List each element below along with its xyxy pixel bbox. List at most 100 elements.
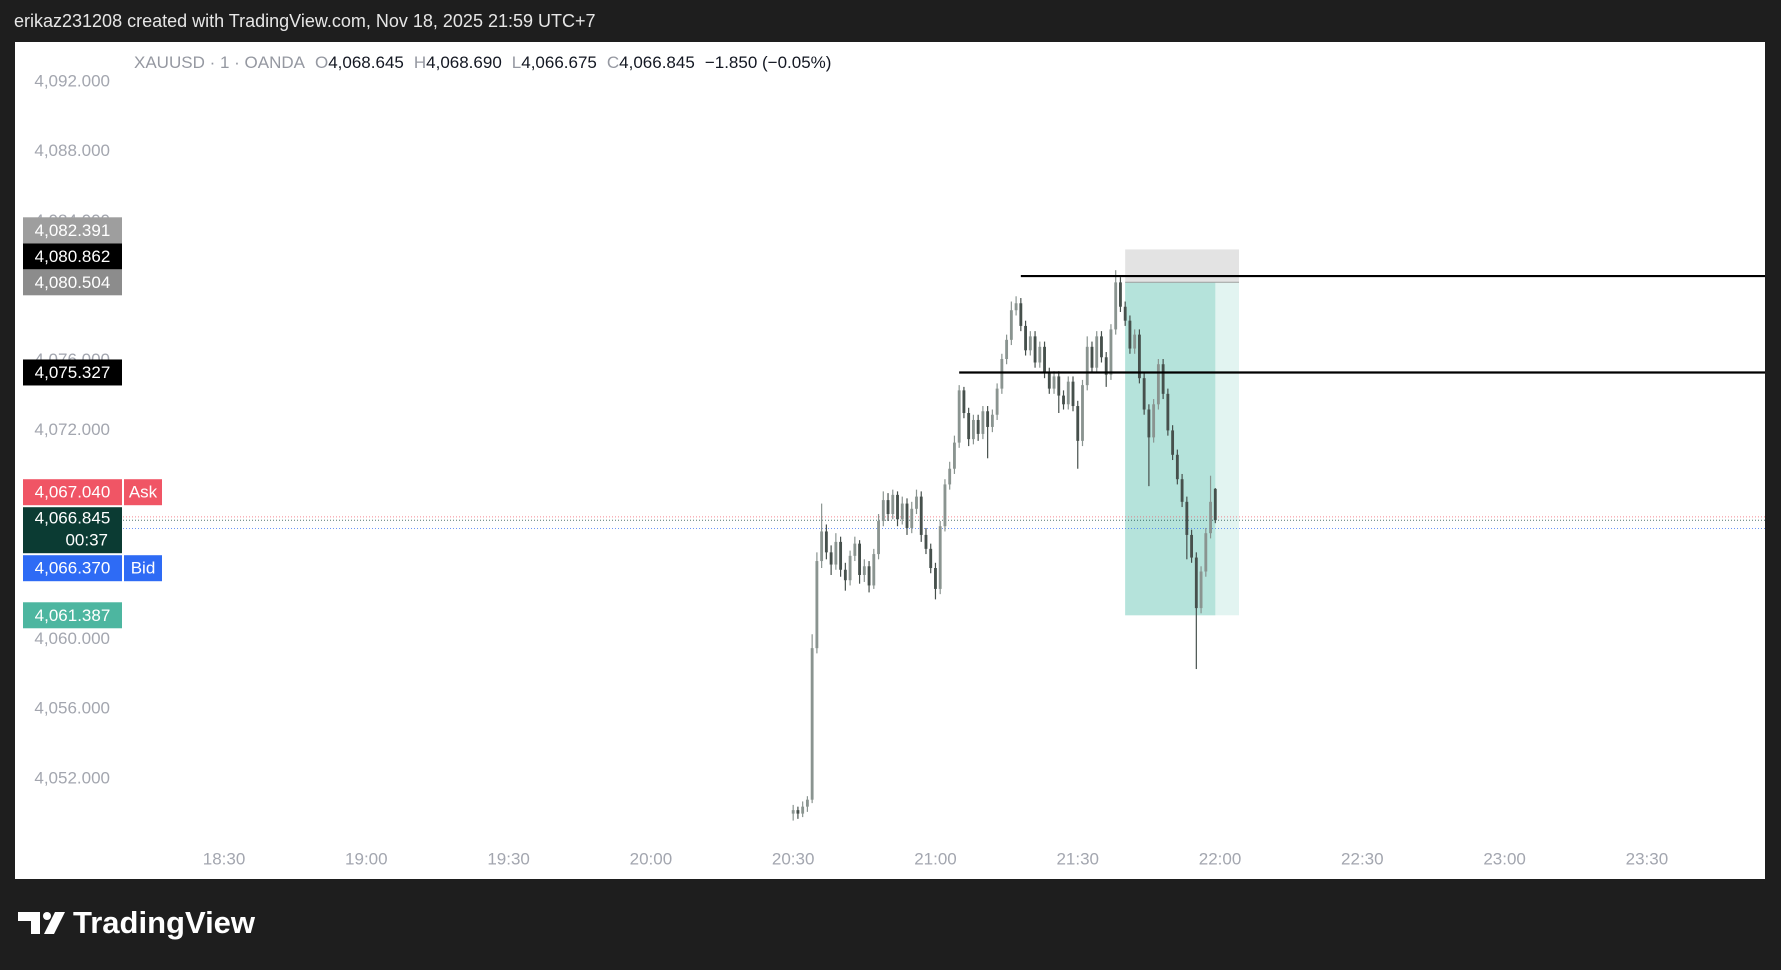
candle-body: [1076, 406, 1080, 441]
x-tick-label: 19:30: [487, 849, 530, 868]
candle: [1185, 496, 1189, 560]
candle-body: [872, 554, 876, 586]
candle-body: [1104, 357, 1108, 375]
candle-body: [919, 496, 923, 535]
candle: [858, 540, 861, 584]
candle: [1009, 301, 1013, 346]
candle: [1194, 552, 1198, 670]
candle-body: [986, 411, 990, 427]
bid-tag: Bid: [131, 559, 156, 578]
candle-body: [910, 508, 914, 528]
candle: [1152, 399, 1156, 443]
candle: [938, 520, 942, 595]
candle-body: [839, 541, 843, 570]
candle: [834, 533, 838, 570]
candle-body: [1199, 571, 1203, 609]
candle-body: [1161, 364, 1165, 394]
candle-body: [948, 468, 952, 485]
candle-body: [867, 566, 871, 586]
ask-tag-bg: [124, 479, 162, 506]
candle: [820, 503, 824, 569]
candle: [1090, 341, 1094, 373]
candle: [1209, 475, 1212, 539]
candle-body: [1081, 385, 1084, 441]
ohlc-value: 4,066.845: [619, 53, 695, 72]
candle: [986, 406, 990, 459]
candle: [1204, 527, 1208, 577]
candle: [976, 414, 980, 441]
candle: [796, 806, 800, 819]
x-tick-label: 21:30: [1056, 849, 1099, 868]
candle: [1147, 404, 1151, 487]
candle-body: [1213, 488, 1217, 521]
candle-body: [1085, 346, 1089, 386]
candle: [934, 562, 937, 600]
candle: [929, 543, 933, 574]
candle-body: [881, 500, 885, 521]
position-risk-zone: [1125, 249, 1240, 283]
candle: [1104, 352, 1108, 387]
candle-body: [820, 531, 824, 562]
candle-body: [1100, 336, 1103, 358]
ohlc-value: 4,068.645: [328, 53, 404, 72]
candle: [1062, 390, 1065, 410]
candle: [1114, 270, 1118, 335]
brand-logo: [18, 912, 65, 934]
candle-body: [1009, 310, 1013, 340]
price-label: 4,082.391: [35, 221, 111, 240]
candle: [1057, 371, 1061, 414]
x-tick-label: 22:30: [1341, 849, 1384, 868]
ohlc-key: L: [512, 53, 521, 72]
candle: [829, 545, 833, 575]
candle-body: [834, 541, 838, 565]
price-label: 4,061.387: [35, 606, 111, 625]
candle-body: [1071, 381, 1075, 407]
candle-body: [1204, 533, 1208, 572]
y-tick-label: 4,060.000: [34, 629, 110, 648]
candle: [948, 461, 952, 490]
price-label-bg: [23, 269, 122, 296]
candle-body: [1180, 479, 1184, 502]
candle-body: [1156, 364, 1160, 405]
price-label: 4,080.862: [35, 247, 111, 266]
candle: [1180, 473, 1184, 508]
candle-body: [1005, 339, 1009, 360]
candle: [862, 559, 866, 582]
candle: [805, 796, 809, 812]
candle-body: [791, 810, 795, 814]
candle-body: [1209, 501, 1212, 534]
price-label-bg: [23, 479, 122, 506]
candle: [1119, 277, 1122, 312]
logo-t: [18, 912, 40, 934]
candle: [1085, 336, 1089, 391]
candle: [1190, 529, 1194, 563]
candle: [1052, 371, 1056, 394]
candle: [971, 414, 975, 445]
candle: [915, 489, 918, 515]
x-tick-label: 22:00: [1199, 849, 1242, 868]
candle-body: [995, 388, 999, 415]
candle: [1024, 320, 1028, 356]
candle: [891, 489, 895, 520]
candle-body: [938, 526, 942, 589]
candle-body: [891, 494, 895, 515]
candle: [1033, 331, 1037, 368]
x-tick-label: 19:00: [345, 849, 388, 868]
candle: [1014, 296, 1018, 316]
candle: [1171, 425, 1175, 461]
candle-body: [853, 543, 857, 556]
candle-body: [1133, 334, 1137, 349]
candle: [848, 550, 852, 586]
candle: [853, 536, 857, 562]
candle-body: [796, 810, 800, 814]
x-tick-label: 21:00: [914, 849, 957, 868]
candle-body: [1114, 282, 1118, 330]
candle: [843, 562, 847, 591]
candle-body: [990, 414, 994, 427]
candle: [872, 548, 876, 589]
candle-body: [1147, 409, 1151, 438]
candle-body: [971, 419, 975, 440]
ohlc-value: 4,068.690: [426, 53, 502, 72]
logo-dot: [43, 912, 51, 920]
candle: [910, 501, 914, 534]
